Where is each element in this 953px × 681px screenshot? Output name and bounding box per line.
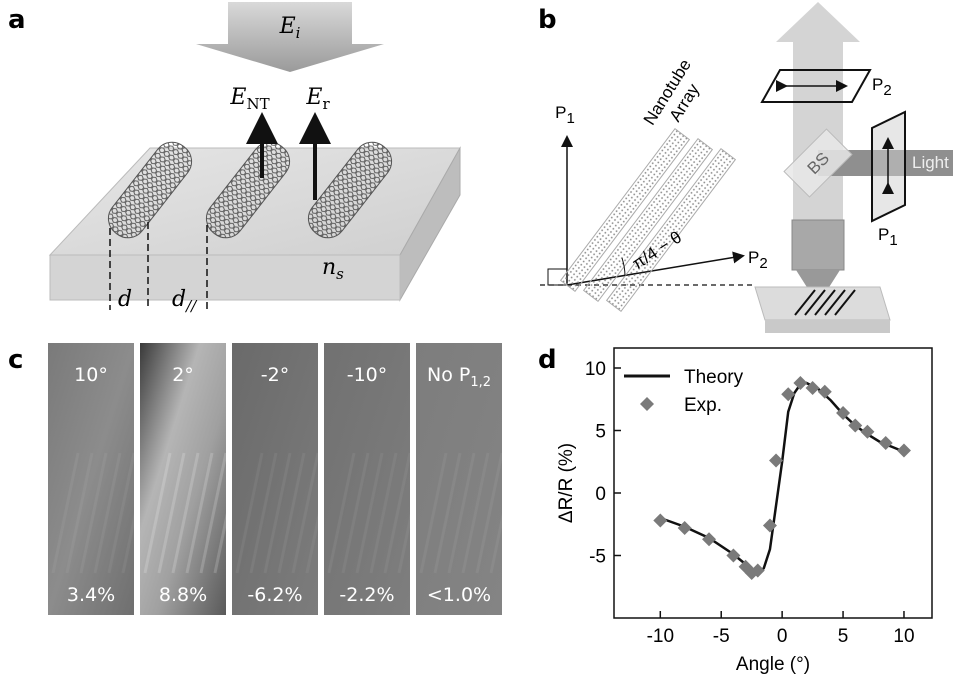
y-tick-label: 5	[595, 422, 606, 443]
polarizer-side-label: P1	[878, 225, 898, 249]
contrast-label: <1.0%	[427, 584, 491, 606]
p2-label: P2	[748, 248, 768, 272]
x-tick-label: 0	[777, 626, 788, 647]
y-axis-label: ΔR/R (%)	[556, 443, 577, 523]
contrast-label: -2.2%	[339, 584, 394, 606]
figure: a b c d Ei ENT Er ns d d// P1 P2 Nanotub…	[0, 0, 953, 681]
panel-a: Ei ENT Er ns d d//	[50, 2, 460, 315]
angle-label: 10°	[74, 364, 108, 386]
panel-d: -10 -5 0 5 10 -5 0 5 10 Angle (°) ΔR/R (%) Theory Ex…	[556, 348, 932, 675]
array-label: Nanotube Array	[640, 56, 712, 139]
angle-label-base: No P	[427, 364, 470, 386]
y-tick-label: 0	[595, 484, 606, 505]
plot-frame	[614, 348, 932, 618]
p1-label: P1	[555, 103, 575, 127]
x-tick-label: 5	[838, 626, 849, 647]
exp-point	[793, 376, 807, 390]
exp-point	[897, 444, 911, 458]
legend-swatch	[640, 397, 654, 411]
nanotube-array	[561, 129, 736, 312]
angle-label: 2°	[172, 364, 194, 386]
light-label: Light	[912, 153, 949, 172]
contrast-label: 8.8%	[159, 584, 207, 606]
exp-point	[678, 521, 692, 535]
contrast-label: 3.4%	[67, 584, 115, 606]
x-tick-label: 10	[893, 626, 914, 647]
panel-c: 10° 3.4% 2° 8.8% -2° -6.2% -10° -2.2% No P1,2 <1.…	[48, 343, 516, 615]
angle-label-sub: 1,2	[470, 375, 491, 390]
y-tick-label: -5	[589, 547, 606, 568]
contrast-label: -6.2%	[247, 584, 302, 606]
substrate-front	[50, 255, 400, 300]
exp-point	[702, 532, 716, 546]
panel-label: c	[8, 345, 23, 375]
nanotube-field-label: ENT	[229, 85, 269, 113]
objective	[792, 220, 844, 270]
reflected-field-label: Er	[305, 85, 330, 113]
x-axis-label: Angle (°)	[736, 654, 810, 675]
diameter-label: d	[118, 287, 132, 312]
exp-point	[879, 436, 893, 450]
angle-label: -10°	[347, 364, 388, 386]
y-tick-label: 10	[585, 359, 606, 380]
x-tick-label: -10	[647, 626, 674, 647]
legend-label: Exp.	[684, 395, 722, 416]
angle-label: -2°	[261, 364, 289, 386]
panel-label: d	[538, 345, 557, 375]
legend-label: Theory	[684, 367, 744, 388]
stage-front	[765, 320, 890, 333]
polarizer-top-label: P2	[872, 75, 892, 99]
x-tick-label: -5	[713, 626, 730, 647]
panel-label: a	[8, 5, 26, 35]
panel-label: b	[538, 5, 557, 35]
exp-point	[653, 514, 667, 528]
panel-b: P1 P2 Nanotube Array π/4 − θ P2 BS Light…	[540, 2, 953, 333]
exp-point	[818, 385, 832, 399]
